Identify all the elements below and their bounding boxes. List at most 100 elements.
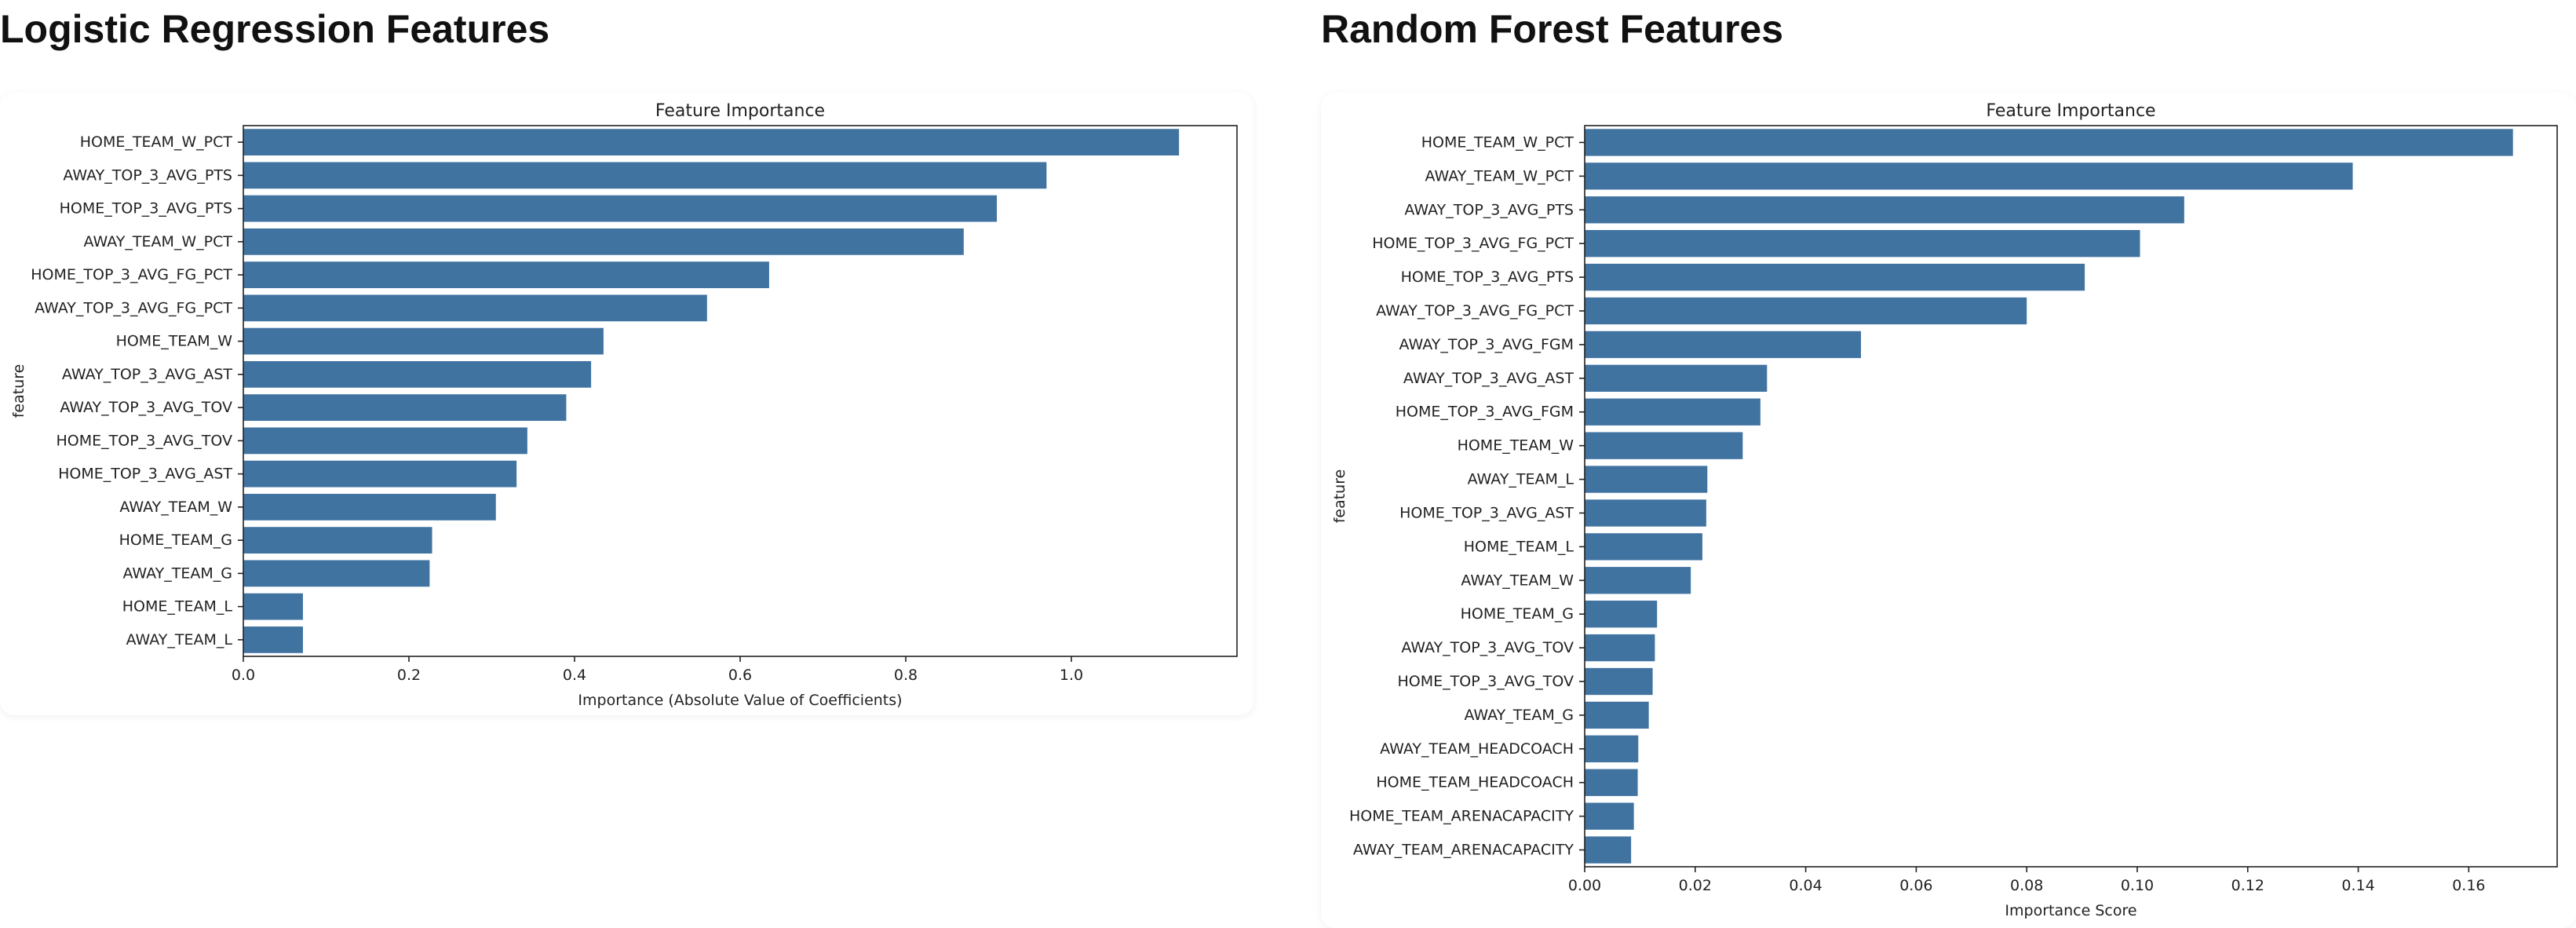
y-tick-label: HOME_TOP_3_AVG_FG_PCT bbox=[1372, 235, 1574, 252]
bar bbox=[243, 327, 604, 355]
y-tick-label: AWAY_TOP_3_AVG_TOV bbox=[1401, 639, 1574, 656]
x-tick-label: 0.12 bbox=[2231, 877, 2264, 894]
bar bbox=[1585, 398, 1761, 426]
y-tick-label: HOME_TOP_3_AVG_PTS bbox=[1401, 269, 1574, 286]
bar bbox=[1585, 769, 1638, 796]
bar bbox=[1585, 634, 1655, 662]
y-tick-label: AWAY_TEAM_HEADCOACH bbox=[1380, 740, 1574, 758]
x-tick-label: 0.6 bbox=[728, 667, 752, 684]
y-tick-label: AWAY_TEAM_G bbox=[122, 564, 232, 582]
y-tick-label: HOME_TOP_3_AVG_AST bbox=[58, 466, 232, 483]
y-axis-label: feature bbox=[1331, 469, 1348, 524]
bar bbox=[243, 129, 1180, 156]
bar bbox=[243, 493, 496, 521]
y-tick-label: HOME_TOP_3_AVG_PTS bbox=[60, 200, 232, 217]
chart-title: Feature Importance bbox=[1986, 101, 2155, 121]
y-tick-label: HOME_TOP_3_AVG_AST bbox=[1399, 504, 1574, 521]
y-tick-label: AWAY_TOP_3_AVG_FG_PCT bbox=[1376, 302, 1574, 320]
y-tick-label: HOME_TEAM_W_PCT bbox=[80, 133, 233, 151]
bar bbox=[243, 228, 964, 255]
y-tick-label: HOME_TEAM_G bbox=[119, 532, 232, 549]
bar bbox=[1585, 567, 1691, 594]
x-tick-label: 0.8 bbox=[894, 667, 918, 684]
plot-frame bbox=[1584, 125, 2558, 868]
x-tick-label: 0.04 bbox=[1789, 877, 1822, 894]
bar bbox=[1585, 432, 1743, 459]
bar bbox=[243, 527, 432, 554]
logistic-regression-panel: Logistic Regression Features HOME_TEAM_W… bbox=[0, 0, 1256, 928]
section-title: Logistic Regression Features bbox=[0, 7, 550, 51]
x-axis-label: Importance (Absolute Value of Coefficien… bbox=[578, 692, 902, 709]
y-tick-label: HOME_TEAM_L bbox=[1464, 538, 1574, 555]
bar bbox=[1585, 802, 1634, 830]
y-tick-label: HOME_TOP_3_AVG_TOV bbox=[57, 432, 232, 449]
bar bbox=[243, 294, 707, 322]
y-tick-label: AWAY_TOP_3_AVG_AST bbox=[62, 366, 233, 383]
y-tick-label: AWAY_TOP_3_AVG_FG_PCT bbox=[35, 299, 232, 316]
bar bbox=[243, 394, 567, 422]
bar bbox=[1585, 331, 1861, 359]
y-tick-label: HOME_TEAM_W bbox=[1458, 437, 1574, 455]
y-tick-label: HOME_TEAM_G bbox=[1461, 605, 1574, 623]
bar bbox=[243, 593, 303, 620]
bar bbox=[1585, 735, 1639, 762]
y-tick-label: AWAY_TEAM_W_PCT bbox=[1425, 167, 1574, 185]
bar bbox=[1585, 836, 1632, 864]
y-tick-label: HOME_TEAM_ARENACAPACITY bbox=[1349, 808, 1574, 825]
y-tick-label: AWAY_TOP_3_AVG_TOV bbox=[60, 399, 232, 416]
bar bbox=[1585, 533, 1702, 561]
chart-card: HOME_TEAM_W_PCT AWAY_TOP_3_AVG_PTS HOME_TO… bbox=[0, 93, 1253, 715]
bar bbox=[243, 460, 517, 488]
x-tick-label: 0.4 bbox=[563, 667, 586, 684]
x-axis-label: Importance Score bbox=[2005, 902, 2136, 919]
bar bbox=[1585, 364, 1768, 392]
x-tick-label: 0.16 bbox=[2452, 877, 2485, 894]
bar bbox=[1585, 163, 2353, 190]
y-tick-label: AWAY_TEAM_G bbox=[1464, 707, 1574, 724]
y-tick-label: HOME_TOP_3_AVG_FG_PCT bbox=[31, 266, 232, 283]
y-tick-label: HOME_TEAM_W_PCT bbox=[1421, 133, 1574, 151]
y-tick-label: AWAY_TOP_3_AVG_PTS bbox=[63, 166, 232, 184]
chart-title: Feature Importance bbox=[655, 101, 825, 121]
y-tick-label: AWAY_TEAM_L bbox=[126, 631, 233, 649]
bar bbox=[1585, 129, 2513, 156]
bar bbox=[243, 626, 303, 653]
x-tick-label: 0.0 bbox=[232, 667, 255, 684]
random-forest-chart: HOME_TEAM_W_PCT AWAY_TEAM_W_PCT AWAY_TOP_3… bbox=[1331, 101, 2558, 919]
bar bbox=[243, 360, 592, 388]
bar bbox=[243, 261, 769, 289]
random-forest-panel: Random Forest Features HOME_TEAM_W_PCT AW… bbox=[1321, 0, 2576, 928]
y-tick-label: AWAY_TEAM_L bbox=[1468, 471, 1574, 488]
logistic-regression-chart: HOME_TEAM_W_PCT AWAY_TOP_3_AVG_PTS HOME_TO… bbox=[10, 101, 1238, 709]
y-tick-label: HOME_TEAM_L bbox=[122, 598, 233, 616]
x-tick-label: 0.00 bbox=[1568, 877, 1601, 894]
bar bbox=[243, 427, 527, 455]
bar bbox=[1585, 701, 1649, 729]
bar bbox=[1585, 667, 1653, 696]
bar bbox=[243, 560, 430, 587]
x-tick-label: 0.2 bbox=[397, 667, 421, 684]
y-tick-label: AWAY_TEAM_W bbox=[119, 499, 232, 516]
y-tick-label: HOME_TOP_3_AVG_FGM bbox=[1396, 404, 1574, 421]
y-tick-label: AWAY_TOP_3_AVG_PTS bbox=[1404, 201, 1574, 218]
x-tick-label: 0.10 bbox=[2121, 877, 2154, 894]
y-tick-label: HOME_TEAM_W bbox=[116, 333, 233, 350]
y-tick-label: AWAY_TEAM_ARENACAPACITY bbox=[1353, 842, 1574, 859]
y-tick-label: AWAY_TEAM_W bbox=[1461, 572, 1574, 589]
y-tick-label: AWAY_TEAM_W_PCT bbox=[84, 233, 233, 250]
x-tick-label: 1.0 bbox=[1060, 667, 1083, 684]
bar bbox=[1585, 196, 2184, 224]
x-tick-label: 0.06 bbox=[1899, 877, 1932, 894]
x-tick-label: 0.08 bbox=[2010, 877, 2043, 894]
y-tick-label: AWAY_TOP_3_AVG_FGM bbox=[1399, 336, 1574, 353]
bar bbox=[1585, 297, 2027, 325]
bar bbox=[1585, 230, 2140, 258]
y-tick-label: HOME_TOP_3_AVG_TOV bbox=[1398, 673, 1574, 690]
y-tick-label: HOME_TEAM_HEADCOACH bbox=[1376, 774, 1574, 791]
y-axis-label: feature bbox=[10, 364, 27, 418]
bar bbox=[1585, 466, 1708, 493]
bar bbox=[1585, 263, 2085, 291]
x-tick-label: 0.02 bbox=[1679, 877, 1712, 894]
bar bbox=[1585, 601, 1658, 628]
section-title: Random Forest Features bbox=[1321, 7, 1784, 51]
